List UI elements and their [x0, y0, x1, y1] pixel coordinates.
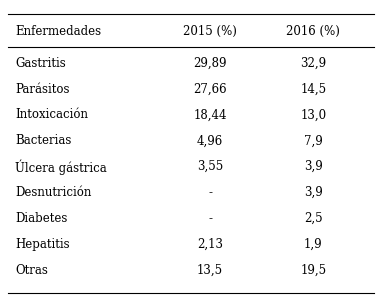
Text: 19,5: 19,5: [300, 264, 326, 277]
Text: 4,96: 4,96: [197, 134, 223, 147]
Text: 29,89: 29,89: [193, 57, 227, 70]
Text: Hepatitis: Hepatitis: [15, 238, 70, 251]
Text: 1,9: 1,9: [304, 238, 322, 251]
Text: Gastritis: Gastritis: [15, 57, 66, 70]
Text: Parásitos: Parásitos: [15, 82, 70, 96]
Text: -: -: [208, 212, 212, 225]
Text: 2,5: 2,5: [304, 212, 322, 225]
Text: 2016 (%): 2016 (%): [286, 25, 340, 38]
Text: Intoxicación: Intoxicación: [15, 108, 88, 122]
Text: Otras: Otras: [15, 264, 48, 277]
Text: 3,9: 3,9: [304, 186, 323, 199]
Text: -: -: [208, 186, 212, 199]
Text: 32,9: 32,9: [300, 57, 326, 70]
Text: 18,44: 18,44: [193, 108, 227, 122]
Text: Diabetes: Diabetes: [15, 212, 68, 225]
Text: 13,5: 13,5: [197, 264, 223, 277]
Text: 7,9: 7,9: [304, 134, 323, 147]
Text: Bacterias: Bacterias: [15, 134, 72, 147]
Text: Enfermedades: Enfermedades: [15, 25, 101, 38]
Text: 2015 (%): 2015 (%): [183, 25, 237, 38]
Text: 27,66: 27,66: [193, 82, 227, 96]
Text: 2,13: 2,13: [197, 238, 223, 251]
Text: Desnutrición: Desnutrición: [15, 186, 92, 199]
Text: Úlcera gástrica: Úlcera gástrica: [15, 159, 107, 175]
Text: 3,9: 3,9: [304, 160, 323, 173]
Text: 13,0: 13,0: [300, 108, 326, 122]
Text: 14,5: 14,5: [300, 82, 326, 96]
Text: 3,55: 3,55: [197, 160, 223, 173]
